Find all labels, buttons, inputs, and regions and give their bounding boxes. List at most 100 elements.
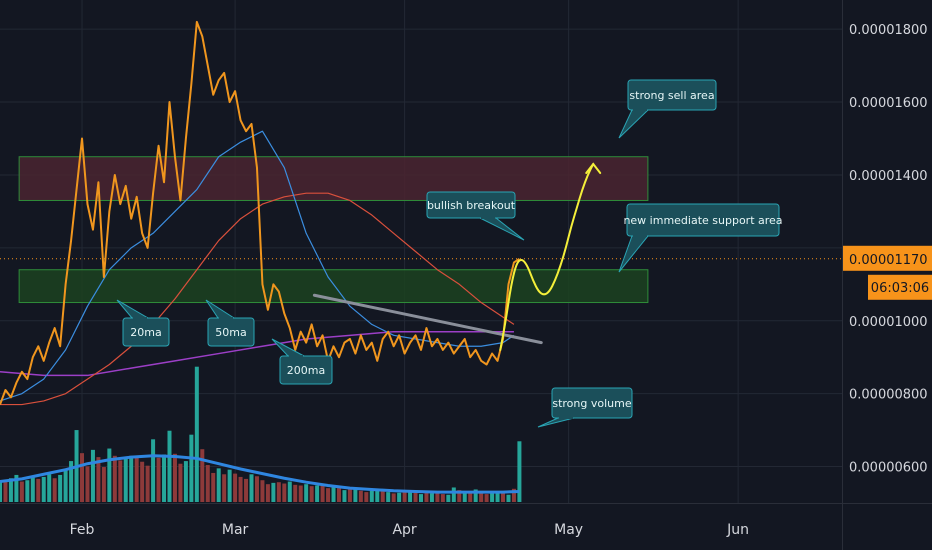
volume-bar [58,474,63,502]
volume-bar [123,458,128,502]
volume-bar [19,481,24,502]
volume-bar [36,478,41,502]
volume-bar [162,454,167,502]
volume-bar [326,488,331,502]
volume-bar [8,478,13,502]
volume-bar [140,461,145,502]
volume-bar [200,449,205,502]
annotation-box [279,355,333,385]
volume-bar [369,490,374,502]
volume-bar [462,492,467,502]
volume-bar [276,482,281,502]
annotation-callout: bullish breakout [426,191,525,241]
volume-bar [479,492,484,502]
volume-bar [112,455,117,502]
price-lines [0,20,842,406]
volume-bar [495,492,500,502]
volume-bar [63,469,68,502]
volume-bar [424,492,429,502]
annotation-text: 50ma [215,326,246,339]
annotation-text: strong sell area [629,89,714,102]
volume-bar [194,366,199,502]
volume-bar [315,485,320,502]
y-tick-label: 0.00000600 [849,461,928,476]
annotation-callout: strong sell area [618,79,717,139]
volume-bar [506,494,511,502]
volume-bar [30,477,35,502]
volume-bar [490,493,495,502]
volume-bar [435,491,440,502]
volume-bar [457,490,462,502]
volume-bar [222,474,227,502]
annotation-text: strong volume [552,397,631,410]
volume-bar [429,493,434,502]
volume-bar [96,457,101,502]
volume-bar [3,480,8,502]
volume-bar [52,478,57,502]
volume-bar [468,493,473,502]
ma20-line [0,130,515,402]
y-tick-label: 0.00000800 [849,388,928,403]
volume-bar [254,476,259,502]
projection-arrowhead [585,162,602,175]
annotation-tail-join [289,355,303,357]
x-tick-label: Apr [392,522,416,538]
price-tag-label: 0.00001170 [849,253,928,268]
annotation-callout: 50ma [205,299,255,347]
annotation-tail-join [481,217,495,219]
volume-bar [178,463,183,502]
volume-bar [342,490,347,502]
price-tag-box [843,245,932,271]
volume-bar [85,466,90,502]
volume-bar [419,494,423,502]
volume-bar [47,474,52,502]
volume-bar [216,468,221,502]
volume-bar [380,491,385,502]
volume-bar [134,455,139,502]
volume-bar [364,492,369,502]
projection-path [499,163,595,351]
volume-bar [14,474,19,502]
volume-bar [282,483,287,502]
volume-bar [156,457,161,502]
y-tick-label: 0.00001000 [849,315,928,330]
annotation-text: 200ma [287,364,325,377]
volume-bar [287,481,292,502]
volume-bar [331,486,336,502]
volume-bar [298,485,303,502]
annotation-tail-join [633,109,647,111]
x-tick-label: Feb [70,522,95,538]
annotation-callout: strong volume [537,387,633,428]
volume-bar [271,482,276,502]
volume-bar [90,449,95,502]
annotation-text: 20ma [130,326,161,339]
volume-bar [249,474,254,502]
annotation-callout: 200ma [271,338,333,385]
volume-bar [227,469,232,502]
zones [18,156,649,304]
volume-bar [408,490,413,502]
y-tick-label: 0.00001600 [849,96,928,111]
ma200-line [0,330,514,377]
volume-bar [244,478,249,502]
volume-bar [413,492,418,502]
annotation-callout: 20ma [116,299,170,347]
y-tick-label: 0.00001800 [849,23,928,38]
y-tick-label: 0.00001400 [849,169,928,184]
volume-bar [375,490,380,502]
volume-bar [386,492,391,502]
volume-bar [265,484,270,502]
annotation-tail-join [133,317,147,319]
annotation-box [426,191,516,219]
volume-bar [451,487,456,502]
annotation-box [626,203,780,237]
x-tick-label: May [554,522,583,538]
volume-bar [391,493,396,502]
volume-bar [167,430,172,502]
annotation-text: bullish breakout [427,199,516,212]
price-line [0,20,520,405]
volume-bar [320,484,325,502]
volume-histogram [0,366,522,502]
